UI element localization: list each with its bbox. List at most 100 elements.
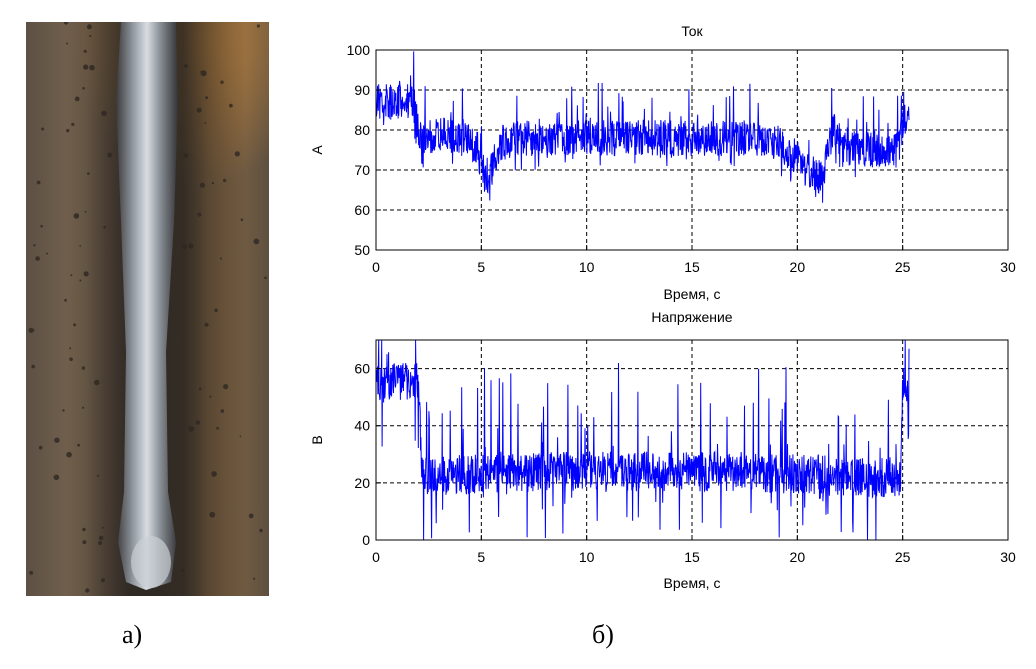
voltage-chart-xlabel: Время, с xyxy=(664,575,721,591)
panel-a-label: а) xyxy=(122,620,143,649)
spatter-dot xyxy=(199,182,205,188)
spatter-dot xyxy=(38,445,43,450)
voltage-x-tick-label: 25 xyxy=(895,549,911,565)
current-chart-ylabel: А xyxy=(309,145,325,155)
spatter-dot xyxy=(264,276,267,280)
spatter-dot xyxy=(98,535,104,541)
voltage-chart-title: Напряжение xyxy=(651,309,732,325)
spatter-dot xyxy=(229,103,233,108)
charts-area: Ток Время, с А 0 5 10 15 20 25 305060708090100… xyxy=(309,23,1016,591)
weld-seam-image xyxy=(26,22,269,596)
spatter-dot xyxy=(182,244,187,250)
spatter-dot xyxy=(96,474,99,477)
spatter-dot xyxy=(259,528,263,533)
spatter-dot xyxy=(71,122,75,126)
voltage-x-tick-label: 5 xyxy=(477,549,485,565)
spatter-dot xyxy=(64,298,67,302)
weld-seam-photo xyxy=(26,22,269,596)
spatter-dot xyxy=(214,308,218,313)
current-x-tick-label: 0 xyxy=(372,259,380,275)
current-x-tick-label: 20 xyxy=(790,259,806,275)
spatter-dot xyxy=(82,87,85,90)
spatter-dot xyxy=(81,366,86,370)
spatter-dot xyxy=(223,384,229,390)
spatter-dot xyxy=(89,64,95,71)
spatter-dot xyxy=(188,243,194,249)
spatter-dot xyxy=(40,224,43,228)
voltage-chart: Напряжение Время, с В 0 5 10 15 20 25 30 0 20 40 6… xyxy=(309,309,1016,591)
spatter-dot xyxy=(82,406,85,409)
spatter-dot xyxy=(101,578,105,583)
spatter-dot xyxy=(33,244,36,247)
voltage-x-tick-label: 30 xyxy=(1000,549,1016,565)
spatter-dot xyxy=(62,409,65,412)
spatter-dot xyxy=(223,178,227,183)
current-y-tick-label: 50 xyxy=(354,242,370,258)
spatter-dot xyxy=(195,420,201,425)
current-y-tick-label: 80 xyxy=(354,122,370,138)
spatter-dot xyxy=(79,245,82,247)
spatter-dot xyxy=(87,172,90,175)
spatter-dot xyxy=(69,357,73,362)
spatter-dot xyxy=(86,24,92,30)
spatter-dot xyxy=(74,96,80,102)
current-chart: Ток Время, с А 0 5 10 15 20 25 30 50 60 70 80 90 100 xyxy=(309,23,1016,302)
voltage-chart-ylabel: В xyxy=(309,435,325,444)
spatter-dot xyxy=(256,24,260,28)
spatter-dot xyxy=(77,443,80,447)
spatter-dot xyxy=(220,409,225,413)
spatter-dot xyxy=(205,96,209,100)
spatter-dot xyxy=(209,395,212,398)
current-x-tick-label: 15 xyxy=(684,259,700,275)
spatter-dot xyxy=(83,64,89,70)
spatter-dot xyxy=(101,110,107,117)
spatter-dot xyxy=(240,218,244,221)
spatter-dot xyxy=(248,513,254,519)
spatter-dot xyxy=(94,379,100,386)
spatter-dot xyxy=(31,328,35,332)
current-x-tick-label: 25 xyxy=(895,259,911,275)
voltage-y-tick-label: 0 xyxy=(362,532,370,548)
current-x-tick-label: 10 xyxy=(579,259,595,275)
spatter-dot xyxy=(220,257,222,260)
spatter-dot xyxy=(35,256,40,261)
spatter-dot xyxy=(46,252,48,255)
spatter-dot xyxy=(216,426,220,430)
spatter-dot xyxy=(183,64,188,68)
spatter-dot xyxy=(83,49,87,53)
spatter-dot xyxy=(66,42,68,45)
spatter-dot xyxy=(73,323,77,327)
voltage-x-tick-label: 15 xyxy=(684,549,700,565)
spatter-dot xyxy=(198,387,202,391)
current-x-tick-label: 30 xyxy=(1000,259,1016,275)
spatter-dot xyxy=(85,588,90,593)
current-chart-xlabel: Время, с xyxy=(664,286,721,302)
spatter-dot xyxy=(183,153,189,159)
voltage-y-tick-label: 60 xyxy=(354,361,370,377)
spatter-dot xyxy=(66,451,72,458)
spatter-dot xyxy=(29,570,34,575)
voltage-y-tick-label: 40 xyxy=(354,418,370,434)
spatter-dot xyxy=(41,127,45,131)
spatter-dot xyxy=(73,213,80,219)
spatter-dot xyxy=(89,34,92,38)
spatter-dot xyxy=(239,435,242,438)
spatter-dot xyxy=(79,279,82,282)
spatter-dot xyxy=(70,274,73,277)
panel-b-label: б) xyxy=(592,620,614,649)
current-y-tick-label: 90 xyxy=(354,82,370,98)
spatter-dot xyxy=(107,152,113,158)
current-y-tick-label: 60 xyxy=(354,202,370,218)
spatter-dot xyxy=(82,527,86,532)
spatter-dot xyxy=(211,182,215,185)
spatter-dot xyxy=(101,526,104,529)
spatter-dot xyxy=(220,80,224,84)
current-x-tick-label: 5 xyxy=(477,259,485,275)
spatter-dot xyxy=(200,70,203,74)
current-series-line xyxy=(375,51,910,203)
spatter-dot xyxy=(69,347,72,350)
spatter-dot xyxy=(197,212,202,217)
spatter-dot xyxy=(98,540,103,546)
spatter-dot xyxy=(66,128,70,133)
spatter-dot xyxy=(83,271,89,277)
